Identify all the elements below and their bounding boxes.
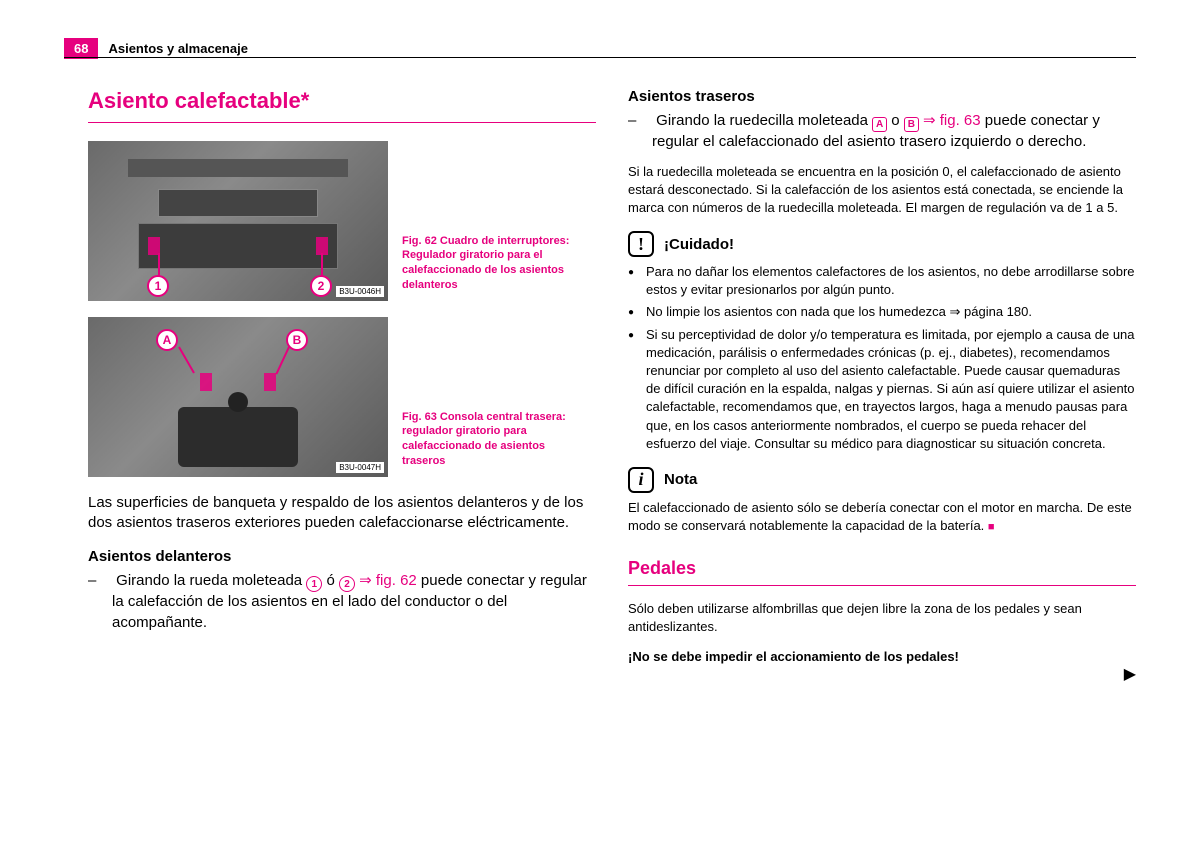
front-seats-item: Girando la rueda moleteada 1 ó 2 ⇒ fig. … <box>88 571 596 633</box>
callout-1: 1 <box>147 275 169 297</box>
caution-icon: ! <box>628 231 654 257</box>
right-column: Asientos traseros Girando la ruedecilla … <box>628 88 1136 678</box>
header-rule <box>64 57 1136 58</box>
note-title: Nota <box>664 471 697 488</box>
heading-rule <box>88 122 596 123</box>
callout-A: A <box>156 329 178 351</box>
note-head: i Nota <box>628 467 1136 493</box>
page-header: 68 Asientos y almacenaje <box>64 38 248 59</box>
figure-63: A B B3U-0047H Fig. 63 Consola central tr… <box>88 317 596 477</box>
text: Girando la ruedecilla moleteada <box>656 112 872 129</box>
figure-63-code: B3U-0047H <box>336 462 384 473</box>
caution-head: ! ¡Cuidado! <box>628 231 1136 257</box>
ref-B-icon: B <box>904 117 919 132</box>
note-text: El calefaccionado de asiento sólo se deb… <box>628 499 1136 536</box>
fig-ref-62: ⇒ fig. 62 <box>355 572 417 589</box>
figure-63-caption: Fig. 63 Consola central trasera: regulad… <box>402 410 582 477</box>
page-number: 68 <box>64 38 98 59</box>
callout-B: B <box>286 329 308 351</box>
heading-pedales: Pedales <box>628 558 1136 579</box>
figure-62: 1 2 B3U-0046H Fig. 62 Cuadro de interrup… <box>88 141 596 301</box>
caution-bullet-2: No limpie los asientos con nada que los … <box>628 303 1136 321</box>
heading-pedales-rule <box>628 585 1136 586</box>
continue-arrow-icon: ▶ <box>1124 664 1136 684</box>
text: ó <box>322 572 339 589</box>
text: o <box>887 112 904 129</box>
intro-text: Las superficies de banqueta y respaldo d… <box>88 493 596 534</box>
pedales-p1: Sólo deben utilizarse alfombrillas que d… <box>628 600 1136 636</box>
left-column: Asiento calefactable* 1 2 B3U-0046H Fig.… <box>88 88 596 678</box>
rear-seats-heading: Asientos traseros <box>628 88 1136 105</box>
ref-2-icon: 2 <box>339 576 355 592</box>
caution-bullet-3: Si su perceptividad de dolor y/o tempera… <box>628 326 1136 453</box>
heading-asiento-calefactable: Asiento calefactable* <box>88 88 596 114</box>
rear-para-1: Si la ruedecilla moleteada se encuentra … <box>628 163 1136 218</box>
content: Asiento calefactable* 1 2 B3U-0046H Fig.… <box>88 88 1136 678</box>
figure-62-code: B3U-0046H <box>336 286 384 297</box>
figure-62-caption: Fig. 62 Cuadro de interruptores: Regulad… <box>402 234 582 301</box>
rear-seats-item: Girando la ruedecilla moleteada A o B ⇒ … <box>628 111 1136 153</box>
text: El calefaccionado de asiento sólo se deb… <box>628 500 1132 533</box>
note-icon: i <box>628 467 654 493</box>
callout-2: 2 <box>310 275 332 297</box>
front-seats-heading: Asientos delanteros <box>88 548 596 565</box>
end-mark: ■ <box>988 521 995 533</box>
fig-ref-63: ⇒ fig. 63 <box>919 112 981 129</box>
caution-bullet-1: Para no dañar los elementos calefactores… <box>628 263 1136 299</box>
ref-A-icon: A <box>872 117 887 132</box>
section-name: Asientos y almacenaje <box>108 41 247 56</box>
figure-63-image: A B B3U-0047H <box>88 317 388 477</box>
text: Girando la rueda moleteada <box>116 572 306 589</box>
ref-1-icon: 1 <box>306 576 322 592</box>
caution-title: ¡Cuidado! <box>664 236 734 253</box>
figure-62-image: 1 2 B3U-0046H <box>88 141 388 301</box>
pedales-p2: ¡No se debe impedir el accionamiento de … <box>628 648 1136 666</box>
